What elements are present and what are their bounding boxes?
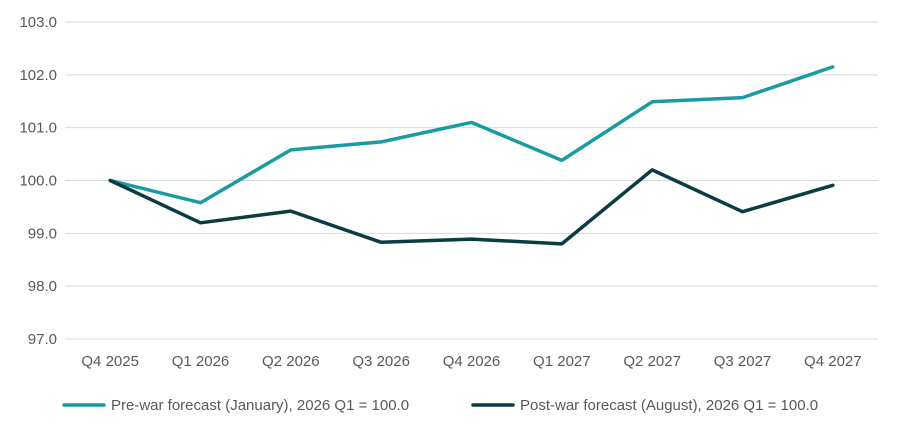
x-tick-label: Q3 2026 — [352, 353, 410, 370]
x-tick-label: Q4 2027 — [804, 353, 862, 370]
y-tick-label: 100.0 — [19, 173, 57, 190]
x-axis-tick-labels: Q4 2025 Q1 2026 Q2 2026 Q3 2026 Q4 2026 Q1 20… — [81, 353, 861, 370]
series-line-pre-war — [108, 65, 835, 205]
y-axis-tick-labels: 97.0 98.0 99.0 100.0 101.0 102.0 103.0 — [19, 14, 57, 348]
x-tick-label: Q1 2026 — [172, 353, 230, 370]
x-tick-label: Q3 2027 — [714, 353, 772, 370]
y-tick-label: 98.0 — [28, 278, 57, 295]
x-tick-label: Q4 2025 — [81, 353, 139, 370]
series-lines — [108, 65, 835, 246]
y-tick-label: 97.0 — [28, 331, 57, 348]
legend-label: Post-war forecast (August), 2026 Q1 = 10… — [520, 397, 818, 414]
x-tick-label: Q1 2027 — [533, 353, 591, 370]
x-tick-label: Q4 2026 — [443, 353, 501, 370]
y-tick-label: 99.0 — [28, 225, 57, 242]
legend-item: Pre-war forecast (January), 2026 Q1 = 10… — [62, 397, 409, 414]
series-line-post-war — [108, 168, 835, 246]
y-tick-label: 102.0 — [19, 67, 57, 84]
legend-item: Post-war forecast (August), 2026 Q1 = 10… — [471, 397, 818, 414]
legend: Pre-war forecast (January), 2026 Q1 = 10… — [62, 397, 818, 414]
y-tick-label: 103.0 — [19, 14, 57, 31]
y-tick-label: 101.0 — [19, 120, 57, 137]
x-tick-label: Q2 2026 — [262, 353, 320, 370]
x-tick-label: Q2 2027 — [623, 353, 681, 370]
gridlines — [65, 21, 878, 340]
legend-label: Pre-war forecast (January), 2026 Q1 = 10… — [111, 397, 409, 414]
